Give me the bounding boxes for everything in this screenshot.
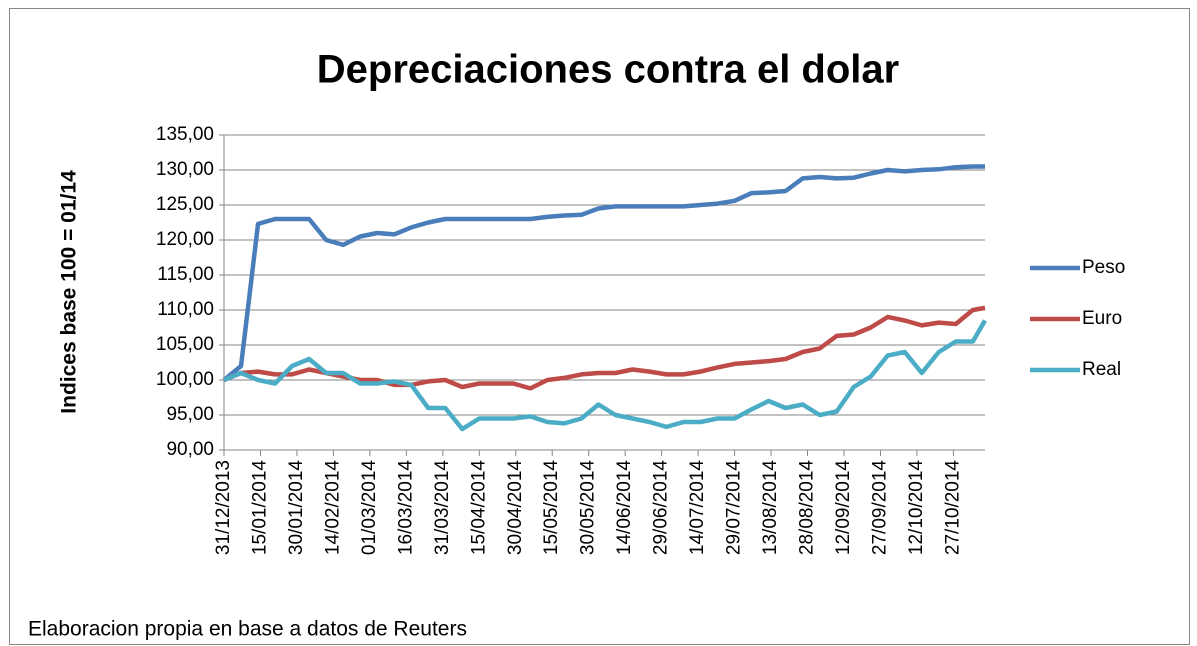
y-tick-label: 130,00 <box>156 159 214 180</box>
x-tick-label: 01/03/2014 <box>359 460 380 556</box>
x-tick-label: 14/06/2014 <box>614 460 635 556</box>
legend-label: Peso <box>1082 257 1125 278</box>
plot-area: 90,00 95,00 100,00 105,00 110,00 115,00 120,00… <box>156 124 987 556</box>
x-tick-label: 14/07/2014 <box>687 460 708 556</box>
y-tick-label: 135,00 <box>156 124 214 145</box>
x-tick-label: 28/08/2014 <box>797 460 818 556</box>
y-tick-label: 110,00 <box>157 299 214 320</box>
x-tick-label: 12/09/2014 <box>833 460 854 556</box>
x-tick-label: 27/10/2014 <box>942 460 963 556</box>
x-tick-label: 30/05/2014 <box>578 460 599 556</box>
y-tick-label: 90,00 <box>166 439 214 460</box>
x-tick-label: 30/04/2014 <box>505 460 526 556</box>
y-tick-label: 95,00 <box>166 404 214 425</box>
y-tick-label: 105,00 <box>156 334 214 355</box>
y-axis-label: Indices base 100 = 01/14 <box>58 170 81 414</box>
x-tick-label: 16/03/2014 <box>395 460 416 556</box>
x-tick-label: 12/10/2014 <box>906 460 927 556</box>
x-tick-label: 15/01/2014 <box>249 460 270 556</box>
y-tick-label: 125,00 <box>156 194 214 215</box>
y-tick-label: 120,00 <box>156 229 214 250</box>
x-tick-label: 31/03/2014 <box>432 460 453 556</box>
x-tick-label: 29/06/2014 <box>651 460 672 556</box>
x-tick-label: 13/08/2014 <box>760 460 781 556</box>
data-line <box>222 164 985 382</box>
x-tick-label: 15/04/2014 <box>468 460 489 556</box>
footnote: Elaboracion propia en base a datos de Re… <box>28 618 467 641</box>
x-tick-label: 29/07/2014 <box>724 460 745 556</box>
chart-title: Depreciaciones contra el dolar <box>317 48 899 92</box>
x-tick-label: 15/05/2014 <box>541 460 562 556</box>
x-tick-label: 30/01/2014 <box>286 460 307 556</box>
data-line <box>223 319 987 432</box>
y-tick-label: 100,00 <box>156 369 214 390</box>
legend-label: Real <box>1082 359 1121 380</box>
x-tick-label: 31/12/2013 <box>213 460 234 555</box>
chart-border <box>9 8 1190 645</box>
legend: Peso Euro Real <box>1030 257 1125 380</box>
x-tick-label: 14/02/2014 <box>322 460 343 556</box>
legend-label: Euro <box>1082 308 1122 329</box>
y-tick-label: 115,00 <box>157 264 214 285</box>
x-tick-label: 27/09/2014 <box>869 460 890 556</box>
